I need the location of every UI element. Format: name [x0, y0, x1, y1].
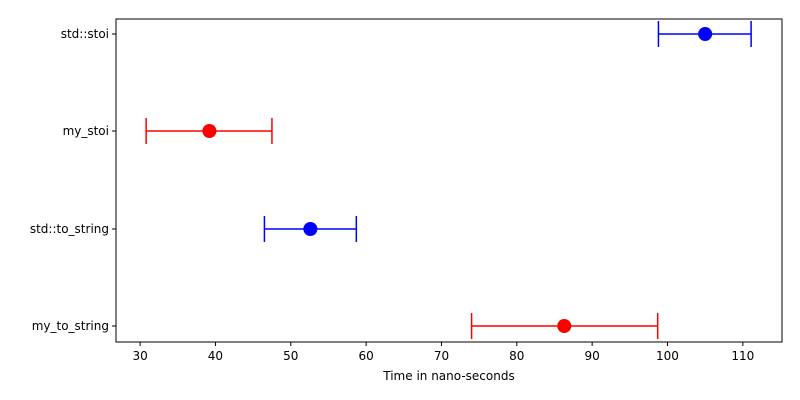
- data-point: [202, 124, 217, 138]
- data-point: [303, 222, 318, 236]
- x-axis: 30 40 50 60 70 80 90 100 110: [132, 342, 754, 363]
- x-tick-label: 60: [358, 349, 373, 363]
- x-tick-label: 90: [585, 349, 600, 363]
- data-point: [698, 27, 713, 41]
- x-tick-label: 80: [509, 349, 524, 363]
- x-tick-label: 70: [434, 349, 449, 363]
- x-axis-label: Time in nano-seconds: [382, 369, 514, 383]
- y-tick-label: std::to_string: [30, 222, 109, 236]
- x-tick-label: 30: [132, 349, 147, 363]
- y-axis: std::stoimy_stoistd::to_stringmy_to_stri…: [30, 27, 116, 333]
- y-tick-label: my_stoi: [63, 124, 109, 138]
- y-tick-label: my_to_string: [32, 319, 109, 333]
- data-point: [557, 319, 572, 333]
- x-tick-label: 40: [208, 349, 223, 363]
- x-tick-label: 50: [283, 349, 298, 363]
- plot-frame: [115, 18, 783, 343]
- x-tick-label: 100: [656, 349, 679, 363]
- x-tick-label: 110: [731, 349, 754, 363]
- plot-marks: [145, 21, 752, 339]
- y-tick-label: std::stoi: [61, 27, 109, 41]
